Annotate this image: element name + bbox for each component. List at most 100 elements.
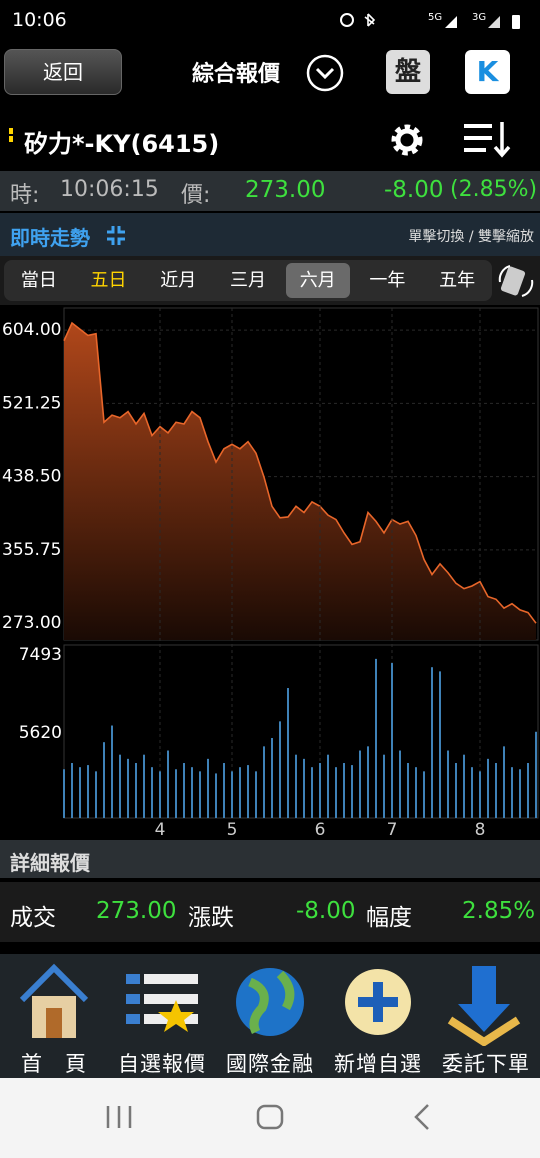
- volume-bar: [351, 765, 353, 818]
- volume-frame: [63, 644, 539, 819]
- price-line: [63, 321, 537, 624]
- k-button[interactable]: K: [465, 50, 510, 94]
- tab[interactable]: 近月: [160, 270, 197, 291]
- y-tick-label: 7493: [19, 645, 62, 665]
- volume-bar: [279, 721, 281, 818]
- volume-bar: [495, 763, 497, 818]
- volume-bar: [503, 746, 505, 818]
- y-tick-label: 355.75: [2, 540, 61, 560]
- nav-label[interactable]: 新增自選: [334, 1052, 422, 1076]
- volume-bar: [223, 763, 225, 818]
- y-tick-label: 521.25: [2, 393, 61, 413]
- bottom-nav: 首 頁 自選報價 國際金融 新增自選 委託下單: [0, 954, 540, 1078]
- volume-bar: [127, 758, 129, 818]
- system-nav: [0, 1078, 540, 1158]
- deal-label: 成交: [10, 905, 56, 931]
- range-label: 幅度: [366, 905, 412, 931]
- volume-bar: [247, 765, 249, 818]
- volume-bar: [95, 771, 97, 818]
- tabs-bar: 當日 五日 近月 三月 六月 一年 五年: [0, 256, 540, 305]
- volume-bar: [391, 663, 393, 818]
- volume-bar: [71, 763, 73, 818]
- deal: 273.00: [96, 898, 177, 924]
- back-button[interactable]: 返回: [4, 49, 122, 95]
- collapse-icon[interactable]: [105, 225, 129, 247]
- settings-icon[interactable]: [386, 120, 430, 160]
- section-title[interactable]: 即時走勢: [10, 226, 90, 250]
- nav-label[interactable]: 自選報價: [118, 1052, 206, 1076]
- header: 返回 綜合報價 盤 K: [0, 38, 540, 108]
- volume-bar: [447, 750, 449, 818]
- volume-bar: [535, 731, 537, 818]
- volume-bar: [191, 767, 193, 818]
- net: 5G: [428, 12, 443, 23]
- volume-bar: [103, 742, 105, 818]
- detail-header: 詳細報價: [0, 840, 540, 878]
- change-label: 漲跌: [188, 905, 234, 931]
- section-bar: 即時走勢 單擊切換 / 雙擊縮放: [0, 213, 540, 256]
- volume-bar: [455, 763, 457, 818]
- chart: 604.00 521.25 438.50 355.75 273.00 4 5 6 7 8 7493 5…: [2, 307, 539, 840]
- tab[interactable]: 一年: [369, 270, 406, 291]
- change: -8.00: [384, 177, 444, 203]
- volume-bar: [143, 754, 145, 818]
- volume-bar: [183, 763, 185, 818]
- volume-bar: [135, 763, 137, 818]
- volume-bar: [311, 767, 313, 818]
- price-label: 價:: [181, 183, 211, 208]
- volume-bar: [471, 767, 473, 818]
- volume-bar: [479, 771, 481, 818]
- tab[interactable]: 五日: [90, 270, 127, 291]
- stock-name: 矽力*-KY(6415): [24, 130, 220, 158]
- volume-bar: [239, 767, 241, 818]
- volume-bar: [463, 754, 465, 818]
- volume-bar: [215, 773, 217, 818]
- time-label: 時:: [10, 183, 40, 208]
- volume-bar: [399, 750, 401, 818]
- x-tick-label: 5: [227, 820, 238, 840]
- volume-bar: [207, 758, 209, 818]
- volume-bar: [111, 725, 113, 818]
- volume-bar: [375, 658, 377, 818]
- volume-bar: [167, 750, 169, 818]
- dropdown-icon[interactable]: [306, 54, 346, 94]
- nav-label[interactable]: 首 頁: [21, 1052, 87, 1076]
- marker: [9, 128, 13, 142]
- nav-label[interactable]: 國際金融: [226, 1052, 314, 1076]
- detail-row: 成交 273.00 漲跌 -8.00 幅度 2.85%: [0, 882, 540, 942]
- volume-bar: [271, 738, 273, 818]
- y-tick-label: 604.00: [2, 320, 61, 340]
- volume-bar: [439, 671, 441, 818]
- price: 273.00: [245, 177, 326, 203]
- volume-bar: [487, 758, 489, 818]
- y-tick-label: 273.00: [2, 613, 61, 633]
- tab[interactable]: 當日: [20, 270, 57, 291]
- price-area: [64, 323, 536, 640]
- sort-icon[interactable]: [462, 120, 514, 160]
- status-bar: 10:06 5G 3G: [0, 0, 540, 38]
- volume-bar: [527, 763, 529, 818]
- volume-bar: [511, 767, 513, 818]
- quote-row: 時: 10:06:15 價: 273.00 -8.00 (2.85%): [0, 171, 540, 211]
- volume-bar: [407, 763, 409, 818]
- board-button[interactable]: 盤: [386, 50, 430, 94]
- nav-icons: [19, 963, 521, 1046]
- header-title[interactable]: 綜合報價: [192, 62, 281, 87]
- tabs: 當日 五日 近月 三月 六月 一年 五年: [4, 260, 492, 301]
- volume-bar: [63, 769, 65, 818]
- volume-bar: [119, 754, 121, 818]
- volume-bar: [295, 754, 297, 818]
- nav-label[interactable]: 委託下單: [442, 1052, 530, 1076]
- time: 10:06:15: [60, 177, 159, 202]
- tab[interactable]: 五年: [439, 270, 476, 291]
- tab[interactable]: 三月: [229, 270, 266, 291]
- x-tick-label: 8: [475, 820, 486, 840]
- volume-bar: [519, 769, 521, 818]
- volume-bar: [335, 767, 337, 818]
- volume-bar: [359, 750, 361, 818]
- tab[interactable]: 六月: [285, 263, 350, 298]
- volume-bar: [255, 771, 257, 818]
- rotate-icon[interactable]: [496, 262, 536, 300]
- volume-bar: [159, 771, 161, 818]
